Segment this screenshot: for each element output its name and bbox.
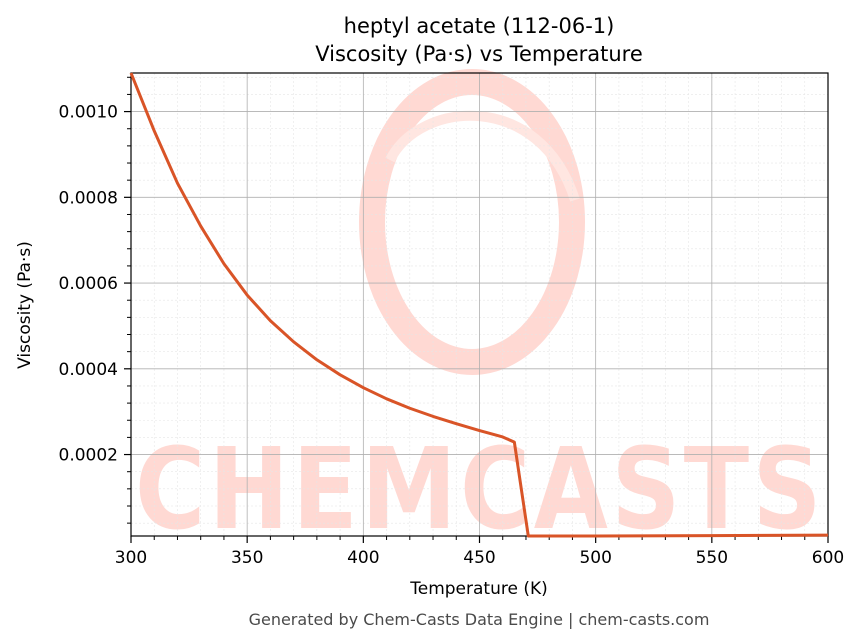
x-tick-label: 350 [231, 548, 263, 568]
x-tick-labels: 300 350 400 450 500 550 600 [115, 548, 844, 568]
x-tick-label: 450 [463, 548, 495, 568]
series-group [129, 72, 829, 538]
y-tick-label: 0.0004 [59, 360, 118, 380]
major-grid [130, 73, 829, 536]
y-tick-label: 0.0002 [59, 446, 118, 466]
chart-title: heptyl acetate (112-06-1) [344, 14, 615, 38]
x-tick-label: 500 [579, 548, 611, 568]
y-tick-label: 0.0008 [59, 188, 118, 208]
x-tick-label: 400 [347, 548, 379, 568]
watermark: CHEMCASTS [135, 69, 825, 555]
watermark-swirl [385, 110, 580, 202]
x-tick-label: 300 [115, 548, 147, 568]
watermark-ring [359, 69, 585, 375]
series-line [129, 72, 829, 538]
x-tick-label: 550 [696, 548, 728, 568]
x-axis-label: Temperature (K) [409, 579, 548, 599]
footer-credit: Generated by Chem-Casts Data Engine | ch… [249, 610, 710, 629]
y-tick-labels: 0.0002 0.0004 0.0006 0.0008 0.0010 [59, 103, 118, 466]
chart-subtitle: Viscosity (Pa·s) vs Temperature [315, 42, 643, 66]
x-tick-label: 600 [812, 548, 844, 568]
y-tick-label: 0.0010 [59, 103, 118, 123]
y-tick-label: 0.0006 [59, 274, 118, 294]
watermark-text: CHEMCASTS [135, 425, 825, 555]
y-axis-label: Viscosity (Pa·s) [15, 241, 35, 369]
